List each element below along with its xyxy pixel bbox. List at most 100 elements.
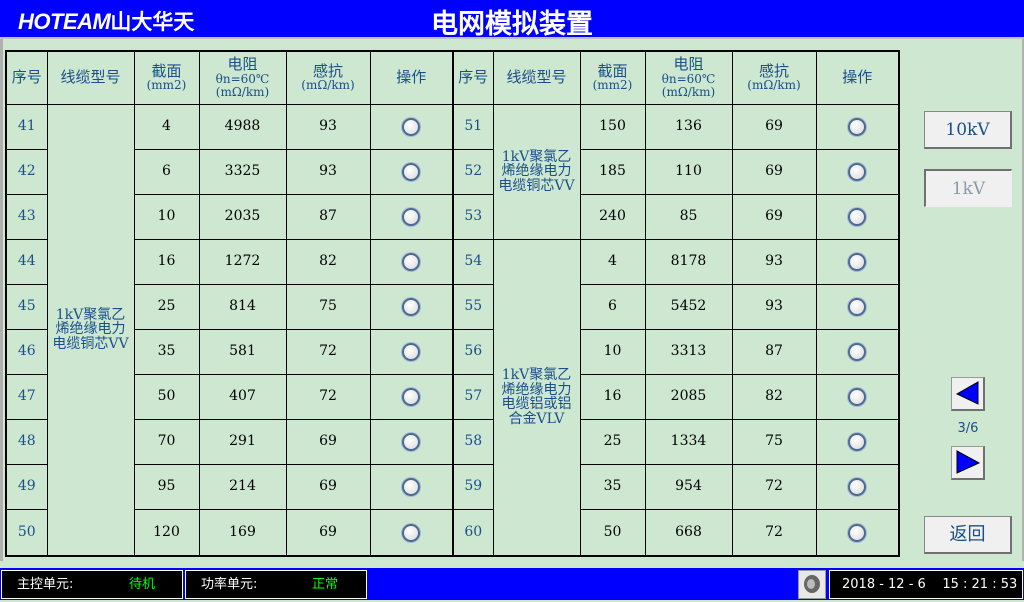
main-unit-value: 待机 [129, 577, 156, 592]
seq-cell: 55 [452, 283, 494, 330]
resistance-cell: 1334 [644, 419, 733, 466]
action-cell [815, 328, 900, 375]
reactance-cell: 87 [285, 193, 371, 240]
seq-cell: 50 [5, 509, 48, 557]
section-cell: 6 [133, 148, 200, 195]
select-radio[interactable] [848, 433, 867, 452]
select-radio[interactable] [402, 478, 421, 497]
next-page-button[interactable] [951, 446, 985, 480]
reactance-cell: 72 [285, 328, 371, 375]
header-section: 截面 (mm2) [579, 50, 646, 105]
seq-cell: 51 [452, 103, 494, 150]
select-radio[interactable] [402, 252, 421, 271]
resistance-cell: 291 [198, 419, 287, 466]
back-button[interactable]: 返回 [924, 516, 1012, 554]
header-section-unit: (mm2) [592, 78, 633, 93]
model-cell: 1kV聚氯乙烯绝缘电力电缆铝或铝合金VLV [492, 238, 581, 557]
reactance-cell: 82 [731, 373, 817, 421]
section-cell: 50 [579, 509, 646, 557]
1kv-button[interactable]: 1kV [924, 169, 1012, 207]
seq-cell: 48 [5, 419, 48, 466]
select-radio[interactable] [848, 523, 867, 542]
action-cell [369, 419, 454, 466]
action-cell [369, 464, 454, 511]
model-cell: 1kV聚氯乙烯绝缘电力电缆铜芯VV [492, 103, 581, 240]
select-radio[interactable] [848, 162, 867, 181]
resistance-cell: 3325 [198, 148, 287, 195]
section-cell: 25 [579, 419, 646, 466]
page-indicator: 3/6 [957, 421, 979, 436]
select-radio[interactable] [402, 162, 421, 181]
10kv-button[interactable]: 10kV [924, 111, 1012, 149]
section-cell: 4 [579, 238, 646, 285]
select-radio[interactable] [402, 523, 421, 542]
sound-button[interactable] [798, 570, 826, 599]
select-radio[interactable] [402, 117, 421, 136]
power-unit-label: 功率单元: [201, 577, 258, 592]
resistance-cell: 136 [644, 103, 733, 150]
seq-cell: 52 [452, 148, 494, 195]
action-cell [815, 103, 900, 150]
select-radio[interactable] [848, 207, 867, 226]
reactance-cell: 87 [731, 328, 817, 375]
select-radio[interactable] [848, 388, 867, 406]
action-cell [369, 103, 454, 150]
main-unit-label: 主控单元: [17, 577, 74, 592]
seq-cell: 58 [452, 419, 494, 466]
reactance-cell: 82 [285, 238, 371, 285]
select-radio[interactable] [402, 433, 421, 452]
seq-cell: 57 [452, 373, 494, 421]
select-radio[interactable] [402, 297, 421, 316]
speaker-icon [804, 575, 820, 593]
header-reactance: 感抗 (mΩ/km) [285, 50, 371, 105]
power-unit-status: 功率单元: 正常 [185, 570, 367, 599]
reactance-cell: 69 [285, 419, 371, 466]
action-cell [815, 419, 900, 466]
select-radio[interactable] [848, 252, 867, 271]
prev-page-button[interactable] [951, 377, 985, 411]
header-model: 线缆型号 [46, 50, 135, 105]
reactance-cell: 72 [731, 509, 817, 557]
section-cell: 35 [579, 464, 646, 511]
reactance-cell: 69 [731, 148, 817, 195]
main-unit-status: 主控单元: 待机 [1, 570, 183, 599]
section-cell: 25 [133, 283, 200, 330]
divider [1022, 39, 1024, 561]
seq-cell: 42 [5, 148, 48, 195]
seq-cell: 43 [5, 193, 48, 240]
table-row: 49 95 214 69 59 35 954 72 [5, 464, 900, 511]
select-radio[interactable] [402, 207, 421, 226]
select-radio[interactable] [848, 342, 867, 361]
page-title: 电网模拟装置 [431, 9, 593, 40]
table-row: 42 6 3325 93 52 185 110 69 [5, 148, 900, 195]
seq-cell: 47 [5, 373, 48, 421]
action-cell [815, 238, 900, 285]
reactance-cell: 75 [285, 283, 371, 330]
section-cell: 4 [133, 103, 200, 150]
select-radio[interactable] [402, 342, 421, 361]
seq-cell: 41 [5, 103, 48, 150]
table-row: 50 120 169 69 60 50 668 72 [5, 509, 900, 557]
resistance-cell: 668 [644, 509, 733, 557]
select-radio[interactable] [848, 478, 867, 497]
seq-cell: 54 [452, 238, 494, 285]
select-radio[interactable] [402, 388, 421, 406]
section-cell: 120 [133, 509, 200, 557]
select-radio[interactable] [848, 297, 867, 316]
resistance-cell: 4988 [198, 103, 287, 150]
header-resistance-label: 电阻 [673, 55, 704, 74]
header-section-label: 截面 [597, 61, 628, 80]
resistance-cell: 5452 [644, 283, 733, 330]
reactance-cell: 93 [285, 103, 371, 150]
reactance-cell: 69 [731, 193, 817, 240]
right-arrow-icon [956, 450, 981, 474]
header-resistance-cond: θn=60℃ [661, 72, 716, 87]
header-action: 操作 [369, 50, 454, 105]
header-reactance: 感抗 (mΩ/km) [731, 50, 817, 105]
select-radio[interactable] [848, 117, 867, 136]
section-cell: 16 [133, 238, 200, 285]
action-cell [815, 193, 900, 240]
section-cell: 50 [133, 373, 200, 421]
action-cell [369, 509, 454, 557]
table-row: 41 1kV聚氯乙烯绝缘电力电缆铜芯VV 4 4988 93 51 1kV聚氯乙烯绝缘… [5, 103, 900, 557]
